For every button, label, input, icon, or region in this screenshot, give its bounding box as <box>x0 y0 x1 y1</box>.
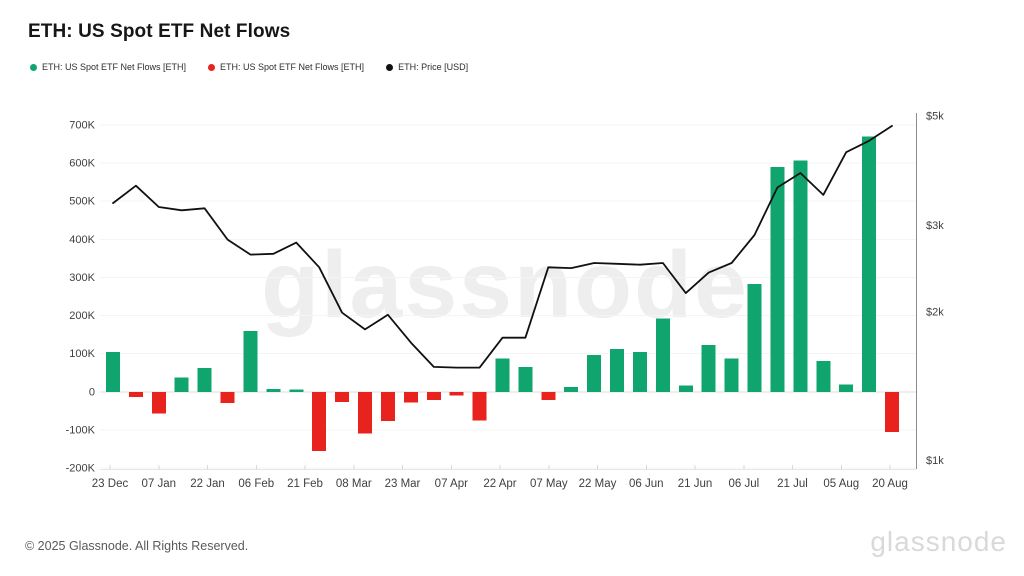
flow-bar[interactable] <box>495 358 510 392</box>
flow-bar[interactable] <box>793 160 808 392</box>
flow-bar[interactable] <box>541 391 556 401</box>
svg-text:400K: 400K <box>69 234 95 246</box>
legend-label: ETH: Price [USD] <box>398 62 469 72</box>
flow-bar[interactable] <box>862 136 877 392</box>
svg-text:0: 0 <box>89 386 95 398</box>
svg-text:-100K: -100K <box>66 424 96 436</box>
black-dot-icon <box>386 63 394 71</box>
svg-text:21 Jul: 21 Jul <box>777 478 808 490</box>
right-axis-labels: $5k $3k $2k $1k <box>926 110 944 467</box>
flow-bar[interactable] <box>770 166 785 392</box>
flow-bar[interactable] <box>678 385 693 392</box>
legend-label: ETH: US Spot ETF Net Flows [ETH] <box>220 62 365 72</box>
flow-bar[interactable] <box>747 283 762 392</box>
flow-bar[interactable] <box>518 367 533 392</box>
svg-text:-200K: -200K <box>66 463 96 475</box>
x-axis-labels: 23 Dec 07 Jan 22 Jan 06 Feb 21 Feb 08 Mar 23 M… <box>92 478 908 490</box>
legend-item-netflows-positive[interactable]: ETH: US Spot ETF Net Flows [ETH] <box>30 62 186 72</box>
flow-bar[interactable] <box>335 391 350 403</box>
flow-bar[interactable] <box>174 377 189 392</box>
flow-bar[interactable] <box>266 388 281 392</box>
flow-bar[interactable] <box>128 391 143 397</box>
flow-bar[interactable] <box>449 391 464 396</box>
flow-bar[interactable] <box>197 368 212 392</box>
flow-bar[interactable] <box>426 391 441 401</box>
svg-text:200K: 200K <box>69 310 95 322</box>
svg-text:07 Apr: 07 Apr <box>435 478 468 490</box>
flow-bars-layer <box>106 136 899 451</box>
flow-bar[interactable] <box>564 386 579 392</box>
flow-bar[interactable] <box>839 384 854 392</box>
x-axis-layer <box>100 465 916 470</box>
flow-bar[interactable] <box>472 391 487 421</box>
red-dot-icon <box>208 63 216 71</box>
flow-bar[interactable] <box>724 358 739 392</box>
copyright-text: © 2025 Glassnode. All Rights Reserved. <box>25 539 249 553</box>
svg-text:22 Apr: 22 Apr <box>483 478 516 490</box>
svg-text:21 Feb: 21 Feb <box>287 478 323 490</box>
svg-text:07 Jan: 07 Jan <box>142 478 177 490</box>
chart-legend: ETH: US Spot ETF Net Flows [ETH] ETH: US… <box>30 62 468 72</box>
svg-text:23 Mar: 23 Mar <box>385 478 421 490</box>
legend-label: ETH: US Spot ETF Net Flows [ETH] <box>42 62 187 72</box>
flow-bar[interactable] <box>151 391 166 414</box>
svg-text:21 Jun: 21 Jun <box>678 478 713 490</box>
flow-bar[interactable] <box>701 344 716 392</box>
legend-item-price[interactable]: ETH: Price [USD] <box>386 62 468 72</box>
svg-text:$1k: $1k <box>926 455 944 467</box>
flow-bar[interactable] <box>633 352 647 392</box>
svg-text:300K: 300K <box>69 272 95 284</box>
svg-text:23 Dec: 23 Dec <box>92 478 129 490</box>
price-line[interactable] <box>112 125 893 369</box>
flow-bar[interactable] <box>312 391 327 451</box>
left-axis-labels: 700K 600K 500K 400K 300K 200K 100K 0 -100K -200K <box>66 120 96 475</box>
flow-bar[interactable] <box>358 391 372 434</box>
flow-bar[interactable] <box>655 318 670 392</box>
svg-text:07 May: 07 May <box>530 478 568 490</box>
svg-text:500K: 500K <box>69 196 95 208</box>
flow-bar[interactable] <box>220 391 235 404</box>
svg-text:08 Mar: 08 Mar <box>336 478 372 490</box>
svg-text:22 Jan: 22 Jan <box>190 478 225 490</box>
flow-bar[interactable] <box>243 330 258 392</box>
flow-bar[interactable] <box>106 351 120 392</box>
page-title: ETH: US Spot ETF Net Flows <box>28 21 291 42</box>
flow-bar[interactable] <box>885 391 899 432</box>
svg-text:06 Jun: 06 Jun <box>629 478 664 490</box>
svg-text:05 Aug: 05 Aug <box>823 478 859 490</box>
flow-bar[interactable] <box>403 391 418 403</box>
price-line-layer <box>112 125 893 369</box>
svg-text:20 Aug: 20 Aug <box>872 478 908 490</box>
svg-text:$3k: $3k <box>926 220 944 232</box>
flow-bar[interactable] <box>816 360 831 392</box>
flow-bar[interactable] <box>587 354 602 392</box>
svg-text:06 Jul: 06 Jul <box>728 478 759 490</box>
svg-text:$5k: $5k <box>926 110 944 122</box>
green-dot-icon <box>30 63 37 71</box>
svg-text:600K: 600K <box>69 158 95 170</box>
svg-text:06 Feb: 06 Feb <box>238 478 274 490</box>
flow-bar[interactable] <box>380 391 395 422</box>
svg-text:22 May: 22 May <box>579 478 617 490</box>
svg-text:700K: 700K <box>69 120 95 132</box>
glassnode-logo: glassnode <box>870 526 1007 557</box>
svg-text:100K: 100K <box>69 348 95 360</box>
legend-item-netflows-negative[interactable]: ETH: US Spot ETF Net Flows [ETH] <box>208 62 364 72</box>
svg-text:$2k: $2k <box>926 307 944 319</box>
flow-bar[interactable] <box>289 389 304 392</box>
flow-bar[interactable] <box>610 349 625 392</box>
